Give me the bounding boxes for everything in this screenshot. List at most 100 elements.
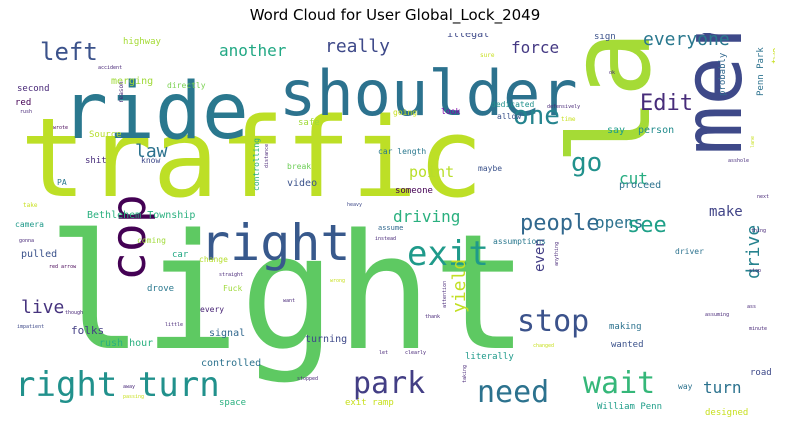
word-red: red <box>15 98 32 108</box>
word-changed: changed <box>533 343 555 349</box>
word-designed: designed <box>705 408 749 418</box>
word-going: going <box>393 108 418 117</box>
word-camera: camera <box>15 220 44 229</box>
word-ok: ok <box>609 70 616 76</box>
word-traffic: traffic <box>20 94 484 222</box>
word-assumptions: assumptions <box>493 237 546 246</box>
word-yield: yield <box>449 258 470 313</box>
word-allow: allow <box>497 112 522 121</box>
word-thank: thank <box>425 314 441 320</box>
word-really: really <box>325 36 391 57</box>
word-anything: anything <box>554 241 560 266</box>
word-people: people <box>520 211 600 236</box>
word-cut: cut <box>619 169 648 188</box>
word-red-arrow: red arrow <box>49 264 77 270</box>
word-ride: ride <box>61 67 249 157</box>
word-cloud: light traffic lane merge ride shoulder r… <box>15 33 775 417</box>
word-car: car <box>172 250 189 260</box>
word-force: force <box>511 38 560 57</box>
word-controlling: controlling <box>252 138 261 191</box>
word-look: look <box>441 107 461 116</box>
word-william-penn: William Penn <box>597 402 663 412</box>
word-assuming: assuming <box>705 312 730 318</box>
word-know: know <box>141 156 161 165</box>
word-dedicated: dedicated <box>491 100 535 109</box>
word-source: Source <box>89 130 122 140</box>
word-distance: distance <box>264 143 270 168</box>
word-drove: drove <box>147 284 175 294</box>
word-shoulder: shoulder <box>279 57 578 130</box>
word-live: live <box>21 297 65 318</box>
word-every: every <box>200 305 225 314</box>
word-sign: sign <box>594 33 616 42</box>
word-heavy: heavy <box>347 202 363 208</box>
word-impatient: impatient <box>17 324 45 330</box>
word-probably: probably <box>718 52 728 96</box>
word-everyone: everyone <box>643 33 730 50</box>
word-make: make <box>709 204 743 220</box>
word-edit: Edit <box>640 91 693 116</box>
word-accident: accident <box>98 65 123 71</box>
word-directly: directly <box>167 81 206 90</box>
word-way: way <box>678 382 693 391</box>
word-pulled: pulled <box>21 249 58 260</box>
word-making: making <box>609 322 642 332</box>
word-defensively: defensively <box>547 104 581 110</box>
word-rush-hour: rush hour <box>99 338 154 349</box>
word-wrote: wrote <box>53 125 69 131</box>
word-away: away <box>123 384 136 390</box>
word-car-length: car length <box>378 147 427 156</box>
word-person: person <box>638 125 675 136</box>
word-law: law <box>135 141 168 162</box>
word-right: right <box>200 214 351 272</box>
word-reason: reason <box>118 81 125 103</box>
word-pa: PA <box>57 178 67 187</box>
word-another: another <box>219 41 287 60</box>
word-someone: someone <box>395 186 433 196</box>
word-go: go <box>571 148 603 178</box>
word-light: light <box>47 199 529 386</box>
word-folks: folks <box>71 324 105 337</box>
word-one: one <box>513 101 560 131</box>
word-right-turn: right turn <box>15 365 220 405</box>
word-maybe: maybe <box>478 164 503 173</box>
word-break: break <box>287 162 312 171</box>
word-ass: ass <box>747 304 757 310</box>
word-proceed: proceed <box>619 180 662 191</box>
chart-title: Word Cloud for User Global_Lock_2049 <box>249 6 541 24</box>
word-driver: driver <box>675 247 704 256</box>
word-stopped: stopped <box>297 376 319 382</box>
word-lane-small: lane <box>750 135 756 148</box>
word-asshole: asshole <box>728 158 750 164</box>
word-video: video <box>287 178 318 189</box>
word-shit: shit <box>85 156 107 166</box>
word-straight: straight <box>219 272 244 278</box>
word-controlled: controlled <box>201 358 262 369</box>
word-taking: taking <box>462 364 468 383</box>
word-next: next <box>757 194 770 200</box>
word-penn-park: Penn Park <box>756 47 766 96</box>
word-opens: opens <box>595 213 644 232</box>
word-bethlehem-township: Bethlehem Township <box>87 210 196 221</box>
word-see: see <box>627 213 667 238</box>
word-wait: wait <box>583 366 656 401</box>
word-passing: passing <box>123 394 145 400</box>
word-clearly: clearly <box>405 350 427 356</box>
word-literally: literally <box>465 352 514 362</box>
word-turn: turn <box>703 378 742 397</box>
word-exit: exit <box>407 234 489 274</box>
word-gonna: gonna <box>19 238 35 244</box>
word-instead: instead <box>375 236 397 242</box>
word-minute: minute <box>749 326 768 332</box>
word-sure: sure <box>480 52 495 59</box>
word-two: two <box>771 47 775 64</box>
word-turning: turning <box>305 334 348 345</box>
word-take: take <box>23 202 38 209</box>
word-little: little <box>165 322 184 328</box>
word-second: second <box>17 84 50 94</box>
word-road: road <box>750 368 772 378</box>
word-wrong: wrong <box>330 278 346 284</box>
word-signal: signal <box>209 328 246 339</box>
word-let: let <box>379 350 389 356</box>
word-stop: stop <box>517 304 590 339</box>
